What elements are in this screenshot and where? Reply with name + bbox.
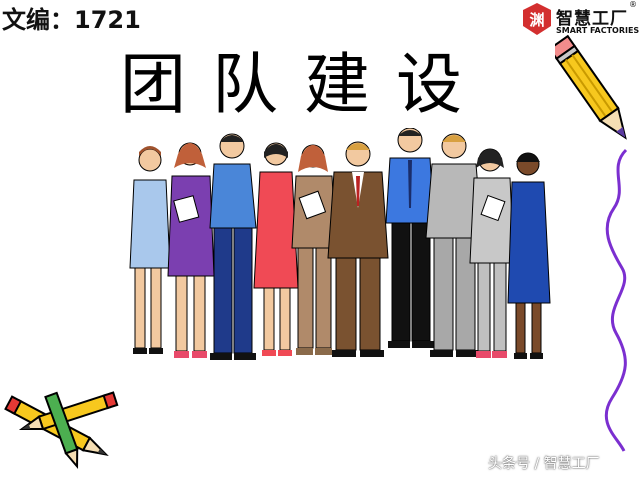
logo-name-cn: 智慧工厂 bbox=[556, 9, 628, 29]
person-figure bbox=[209, 133, 257, 360]
logo-mark-icon: 渊 bbox=[523, 3, 551, 35]
squiggle-line-decoration bbox=[604, 148, 628, 452]
logo-registered-mark: ® bbox=[629, 0, 637, 9]
person-figure bbox=[291, 144, 337, 355]
person-figure bbox=[425, 133, 483, 357]
person-figure bbox=[469, 148, 515, 358]
person-figure bbox=[385, 128, 435, 348]
person-figure bbox=[327, 141, 389, 357]
person-figure bbox=[253, 142, 299, 356]
person-figure bbox=[129, 146, 171, 354]
logo-mark-glyph: 渊 bbox=[529, 11, 544, 29]
brand-logo: 渊 智慧工厂 ® SMART FACTORIES bbox=[518, 0, 640, 40]
business-team-illustration bbox=[129, 128, 551, 360]
crossed-pencils-icon bbox=[4, 391, 119, 470]
logo-name-en: SMART FACTORIES bbox=[556, 26, 640, 35]
pencil-icon bbox=[555, 34, 627, 140]
document-number: 文编：1721 bbox=[2, 6, 141, 34]
page-title: 团队建设 bbox=[120, 46, 488, 123]
person-figure bbox=[167, 142, 215, 358]
person-figure bbox=[507, 152, 551, 359]
watermark: 头条号 / 智慧工厂 bbox=[488, 456, 600, 472]
